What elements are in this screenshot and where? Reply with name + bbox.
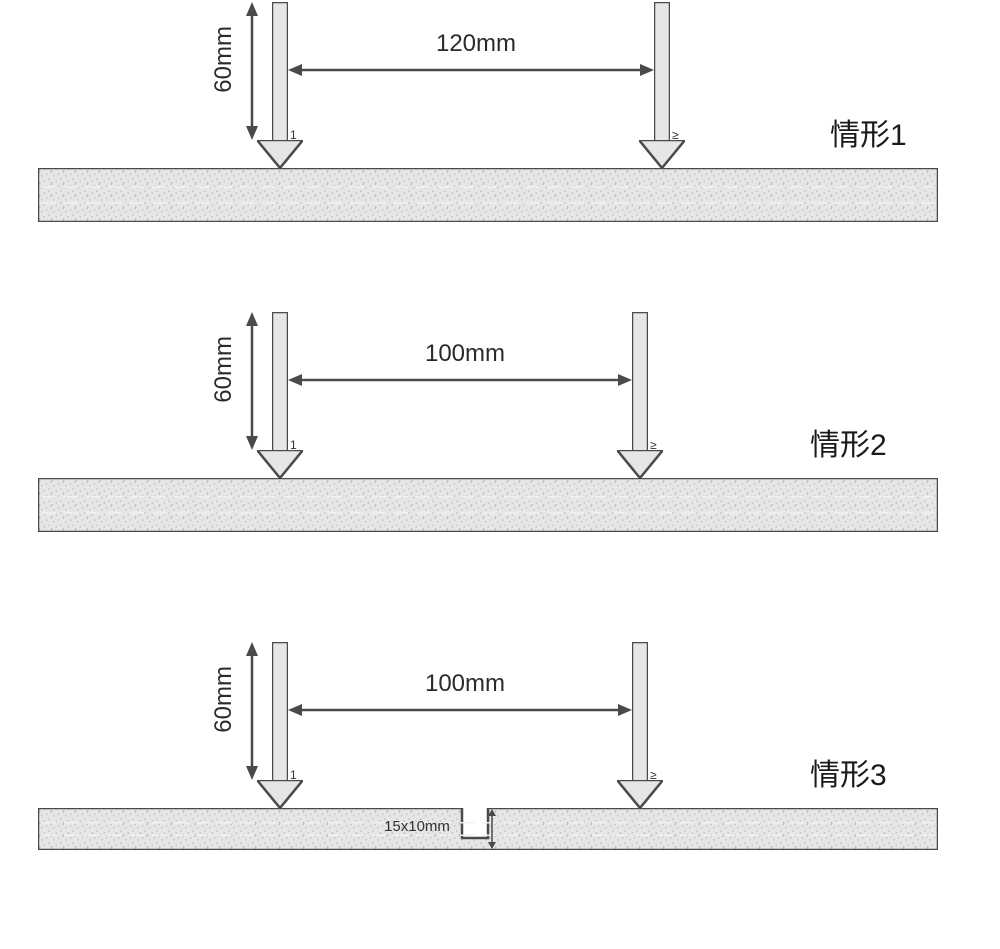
rod-1-mark: 1 <box>290 128 297 142</box>
notch-label: 15x10mm <box>377 818 457 835</box>
rod-1-wedge <box>257 140 303 173</box>
rod-2-wedge <box>639 140 685 173</box>
specimen-bar <box>38 478 938 537</box>
case-1: 1 ≥120mm 60mm 情形1 <box>0 0 1000 262</box>
rod-2-wedge <box>617 780 663 813</box>
rod-2 <box>632 312 648 457</box>
hspan-arrow <box>288 700 632 725</box>
case-label: 情形1 <box>830 110 907 154</box>
specimen-bar <box>38 168 938 227</box>
rod-2-wedge <box>617 450 663 483</box>
vspan-label: 60mm <box>210 336 238 403</box>
rod-1 <box>272 2 288 147</box>
rod-2 <box>632 642 648 787</box>
rod-2-mark: ≥ <box>650 438 657 452</box>
diagram-page: 1 ≥120mm 60mm 情形1 1 ≥100mm 60mm 情形2 1 ≥100mm 60mm 情… <box>0 0 1000 949</box>
rod-1-mark: 1 <box>290 768 297 782</box>
rod-1-wedge <box>257 450 303 483</box>
rod-1 <box>272 642 288 787</box>
case-3: 1 ≥100mm 60mm 情形3 15x10mm <box>0 620 1000 890</box>
rod-2-mark: ≥ <box>650 768 657 782</box>
case-label: 情形2 <box>810 420 887 464</box>
case-label: 情形3 <box>810 750 887 794</box>
vspan-arrow <box>242 2 262 145</box>
case-2: 1 ≥100mm 60mm 情形2 <box>0 310 1000 572</box>
vspan-label: 60mm <box>210 26 238 93</box>
vspan-arrow <box>242 312 262 455</box>
hspan-label: 100mm <box>410 340 520 368</box>
vspan-arrow <box>242 642 262 785</box>
hspan-label: 100mm <box>410 670 520 698</box>
hspan-arrow <box>288 60 654 85</box>
specimen-bar <box>38 808 938 855</box>
hspan-label: 120mm <box>421 30 531 58</box>
rod-1-wedge <box>257 780 303 813</box>
vspan-label: 60mm <box>210 666 238 733</box>
rod-1 <box>272 312 288 457</box>
hspan-arrow <box>288 370 632 395</box>
rod-2 <box>654 2 670 147</box>
rod-1-mark: 1 <box>290 438 297 452</box>
rod-2-mark: ≥ <box>672 128 679 142</box>
